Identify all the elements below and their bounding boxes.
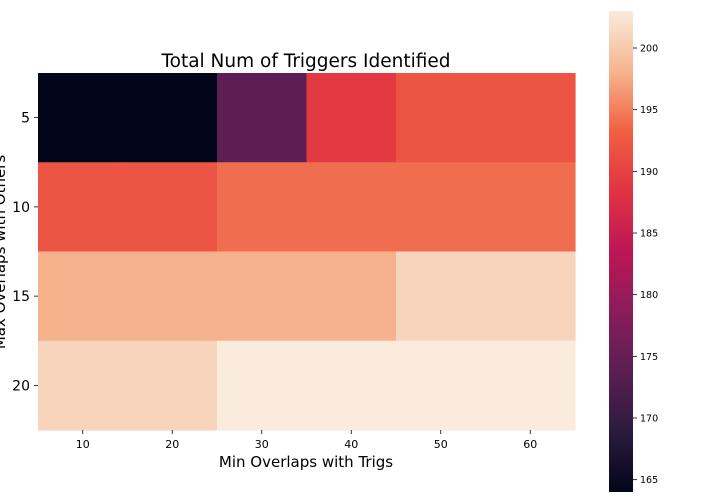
heatmap-cell	[217, 73, 308, 163]
x-tick-label: 50	[434, 438, 448, 451]
heatmap-cell	[485, 162, 576, 253]
x-tick-label: 20	[165, 438, 179, 451]
y-tick-label: 20	[12, 378, 30, 394]
colorbar-ticks: 165 170 175 180 185 190 195 200	[633, 44, 658, 486]
x-axis-ticks: 10 20 30 40 50 60	[76, 430, 537, 451]
heatmap-cell	[217, 162, 308, 253]
y-tick-label: 5	[21, 111, 30, 127]
y-tick-label: 15	[12, 289, 30, 305]
heatmap-cell	[38, 340, 129, 431]
heatmap-cell	[485, 251, 576, 342]
colorbar-tick-label: 165	[640, 475, 658, 486]
x-tick-label: 40	[344, 438, 358, 451]
heatmap-cell	[396, 251, 487, 342]
colorbar-tick-label: 175	[640, 352, 658, 363]
heatmap-cell	[396, 73, 487, 163]
heatmap-cell	[306, 73, 397, 163]
heatmap-cell	[127, 73, 218, 163]
heatmap-cell	[306, 251, 397, 342]
colorbar-tick-label: 190	[640, 167, 658, 178]
heatmap-cell	[485, 340, 576, 431]
colorbar-tick-label: 180	[640, 290, 658, 301]
heatmap-cell	[306, 340, 397, 431]
heatmap-cell	[38, 251, 129, 342]
heatmap-cell	[485, 73, 576, 163]
y-axis-label: Max Overlaps with Others	[0, 155, 9, 350]
colorbar-tick-label: 200	[640, 44, 658, 55]
heatmap-cell	[396, 162, 487, 253]
colorbar-tick-label: 170	[640, 414, 658, 425]
heatmap-cell	[127, 251, 218, 342]
colorbar	[609, 11, 633, 492]
x-tick-label: 10	[76, 438, 90, 451]
heatmap-cell	[38, 73, 129, 163]
y-axis-ticks: 5 10 15 20	[12, 111, 38, 394]
heatmap-cells	[38, 73, 576, 431]
x-tick-label: 60	[523, 438, 537, 451]
x-axis-label: Min Overlaps with Trigs	[219, 453, 393, 471]
y-tick-label: 10	[12, 200, 30, 216]
heatmap-cell	[38, 162, 129, 253]
heatmap-cell	[306, 162, 397, 253]
heatmap-cell	[127, 162, 218, 253]
colorbar-tick-label: 195	[640, 105, 658, 116]
heatmap-cell	[217, 340, 308, 431]
heatmap-cell	[217, 251, 308, 342]
heatmap-cell	[396, 340, 487, 431]
heatmap-cell	[127, 340, 218, 431]
x-tick-label: 30	[255, 438, 269, 451]
colorbar-tick-label: 185	[640, 229, 658, 240]
chart-title: Total Num of Triggers Identified	[160, 51, 450, 72]
